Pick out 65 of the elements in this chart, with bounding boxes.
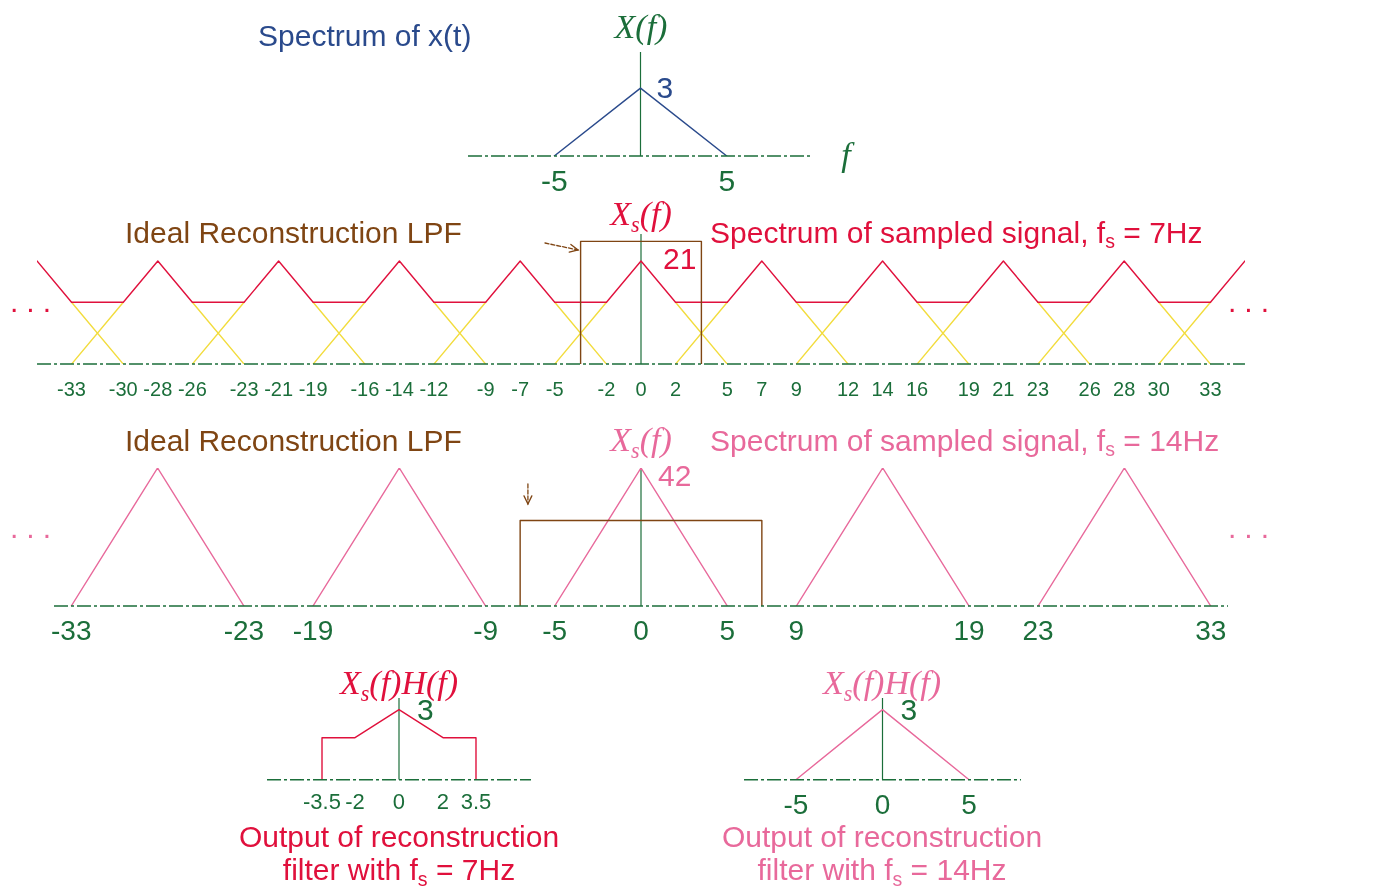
- x-tick-label: -5: [540, 164, 568, 198]
- chart-title: Spectrum of x(t): [258, 18, 472, 52]
- text: Output of reconstruction filter with f$_{s}$ = 7Hz: [237, 820, 561, 890]
- x-tick-label: -9: [476, 377, 495, 400]
- x-tick-label: -5: [783, 788, 809, 820]
- x-tick-label: 5: [721, 377, 733, 400]
- x-tick-label: 21: [992, 377, 1015, 400]
- x-tick-label: 0: [874, 788, 891, 820]
- x-tick-label: 2: [669, 377, 682, 400]
- x-tick-label: 16: [905, 377, 929, 400]
- annotation: ...: [1228, 511, 1278, 544]
- x-tick-label: 23: [1026, 377, 1050, 400]
- x-tick-label: 33: [1199, 377, 1222, 400]
- x-tick-label: -9: [473, 614, 499, 646]
- x-tick-label: 19: [953, 614, 985, 646]
- x-tick-label: 26: [1078, 377, 1101, 400]
- x-tick-label: 5: [719, 614, 736, 646]
- data-label: 3: [656, 71, 674, 105]
- x-tick-label: -5: [545, 377, 564, 400]
- x-tick-label: -16: [350, 377, 380, 400]
- annotation: ...: [10, 511, 60, 544]
- x-tick-label: 14: [871, 377, 894, 400]
- chart-title: Spectrum of sampled signal, f$_{s}$ = 7Hz: [710, 215, 1203, 253]
- x-tick-label: 9: [788, 614, 805, 646]
- text: Ideal Reconstruction LPF: [125, 423, 462, 457]
- x-tick-label: 0: [635, 377, 647, 400]
- x-tick-label: -30: [108, 377, 138, 400]
- annotation: ...: [10, 285, 60, 318]
- y-axis-title: X(f): [614, 8, 668, 46]
- x-tick-label: -2: [597, 377, 616, 400]
- x-tick-label: -12: [419, 377, 449, 400]
- x-tick-label: 3.5: [460, 789, 492, 815]
- chart-title: Spectrum of sampled signal, f$_{s}$ = 14Hz: [710, 423, 1220, 461]
- x-tick-label: 2: [436, 789, 450, 815]
- x-tick-label: 12: [836, 377, 860, 400]
- x-tick-label: -28: [143, 377, 173, 400]
- x-tick-label: -33: [57, 377, 86, 400]
- x-tick-label: 0: [392, 789, 406, 815]
- x-tick-label: 30: [1147, 377, 1170, 400]
- x-tick-label: 5: [718, 164, 736, 198]
- x-tick-label: -7: [511, 377, 530, 400]
- x-tick-label: -26: [177, 377, 207, 400]
- data-label: 21: [663, 241, 697, 275]
- x-tick-label: -19: [292, 614, 334, 646]
- x-tick-label: -5: [542, 614, 568, 646]
- x-tick-label: 23: [1022, 614, 1054, 646]
- text: Ideal Reconstruction LPF: [125, 215, 462, 249]
- x-tick-label: -23: [229, 377, 259, 400]
- x-tick-label: -19: [298, 377, 328, 400]
- x-tick-label: 33: [1195, 614, 1227, 646]
- x-tick-label: -21: [264, 377, 294, 400]
- text: Output of reconstruction filter with f$_{s}$ = 14Hz: [720, 820, 1044, 890]
- x-tick-label: 28: [1113, 377, 1136, 400]
- x-tick-label: -3.5: [303, 789, 341, 815]
- x-tick-label: 0: [633, 614, 649, 646]
- x-tick-label: 5: [961, 788, 977, 820]
- x-tick-label: -33: [51, 614, 92, 646]
- x-tick-label: -2: [345, 789, 365, 815]
- x-tick-label: 19: [957, 377, 980, 400]
- x-tick-label: 7: [756, 377, 768, 400]
- x-tick-label: -23: [223, 614, 265, 646]
- x-tick-label: -14: [384, 377, 414, 400]
- x-tick-label: 9: [790, 377, 802, 400]
- annotation: ...: [1228, 285, 1278, 318]
- y-axis-title: X$_{s}$(f): [610, 195, 672, 237]
